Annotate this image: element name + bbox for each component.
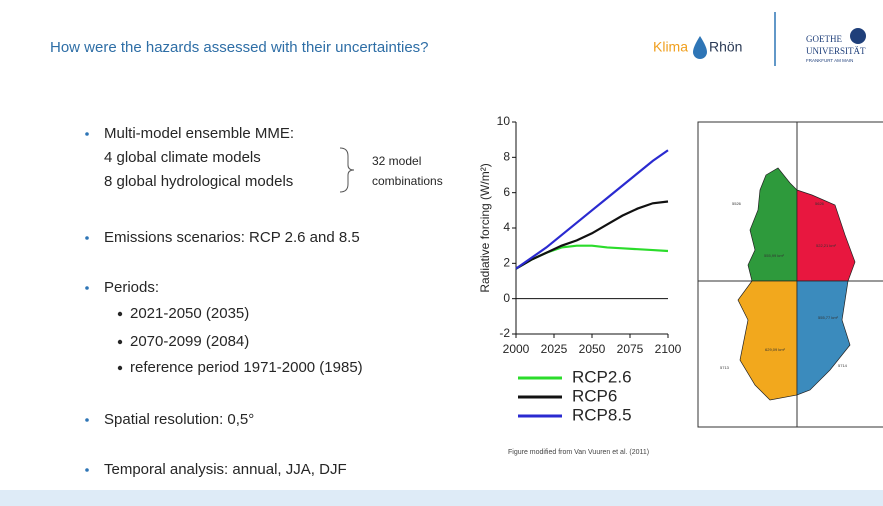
x-tick-label: 2050 xyxy=(579,342,606,356)
bullet-text: Temporal analysis: annual, JJA, DJF xyxy=(104,461,347,478)
legend-label: RCP8.5 xyxy=(572,405,632,424)
bullet-text: Spatial resolution: 0,5° xyxy=(104,411,254,428)
bullet-dot xyxy=(85,236,89,240)
y-tick-label: 6 xyxy=(503,185,510,199)
bullet-line: 4 global climate models xyxy=(104,149,261,166)
logo-rhon: Rhön xyxy=(709,39,742,55)
sub-bullet-dot xyxy=(117,339,123,345)
bullet-text: Emissions scenarios: RCP 2.6 and 8.5 xyxy=(104,229,360,246)
figure-caption: Figure modified from Van Vuuren et al. (… xyxy=(508,449,649,456)
bullet-line: 8 global hydrological models xyxy=(104,173,293,190)
logo-goethe: GOETHE xyxy=(806,34,842,44)
map: 5526 5626 5713 5714 555,99 km² 522,21 km² 629,… xyxy=(697,121,883,428)
y-tick-label: 4 xyxy=(503,220,510,234)
x-tick-label: 2100 xyxy=(655,342,682,356)
bracket-text: 32 model xyxy=(372,154,421,168)
sub-bullet-text: reference period 1971-2000 (1985) xyxy=(130,359,363,376)
x-tick-label: 2000 xyxy=(503,342,530,356)
bullet-dot xyxy=(85,418,89,422)
logo-universitat: UNIVERSITÄT xyxy=(806,46,866,56)
region-se xyxy=(796,280,851,396)
y-tick-label: 10 xyxy=(497,114,511,128)
logo-klima: Klima xyxy=(653,39,688,55)
legend-label: RCP6 xyxy=(572,386,617,405)
sub-bullet-dot xyxy=(117,365,123,371)
map-label: 5714 xyxy=(838,363,848,368)
bracket xyxy=(339,147,355,193)
sub-bullet-dot xyxy=(117,311,123,317)
bullet-dot xyxy=(85,468,89,472)
series-line xyxy=(515,149,669,270)
slide-title: How were the hazards assessed with their… xyxy=(50,39,429,56)
map-label: 555,99 km² xyxy=(764,253,785,258)
bracket-text: combinations xyxy=(372,174,443,188)
y-tick-label: 8 xyxy=(503,150,510,164)
logo-frankfurt: FRANKFURT AM MAIN xyxy=(806,58,853,63)
x-tick-label: 2025 xyxy=(541,342,568,356)
bullet-dot xyxy=(85,286,89,290)
logo-drop xyxy=(693,36,707,59)
logo-portrait xyxy=(850,28,866,44)
bullet-text: Periods: xyxy=(104,279,159,296)
bullet-dot xyxy=(85,132,89,136)
map-label: 5526 xyxy=(732,201,742,206)
map-label: 5626 xyxy=(815,201,825,206)
y-axis-label: Radiative forcing (W/m²) xyxy=(478,163,492,292)
series-line xyxy=(515,200,669,270)
legend-label: RCP2.6 xyxy=(572,367,632,386)
sub-bullet-text: 2021-2050 (2035) xyxy=(130,305,249,322)
y-tick-label: 2 xyxy=(503,256,510,270)
bullet-text: Multi-model ensemble MME: xyxy=(104,125,294,142)
y-tick-label: 0 xyxy=(503,291,510,305)
region-nw xyxy=(747,167,798,282)
map-label: 5713 xyxy=(720,365,730,370)
x-tick-label: 2075 xyxy=(617,342,644,356)
footer-band xyxy=(0,490,883,506)
y-tick-label: -2 xyxy=(499,326,510,340)
map-label: 629,09 km² xyxy=(765,347,786,352)
sub-bullet-text: 2070-2099 (2084) xyxy=(130,333,249,350)
map-label: 555,77 km² xyxy=(818,315,839,320)
map-label: 522,21 km² xyxy=(816,243,837,248)
